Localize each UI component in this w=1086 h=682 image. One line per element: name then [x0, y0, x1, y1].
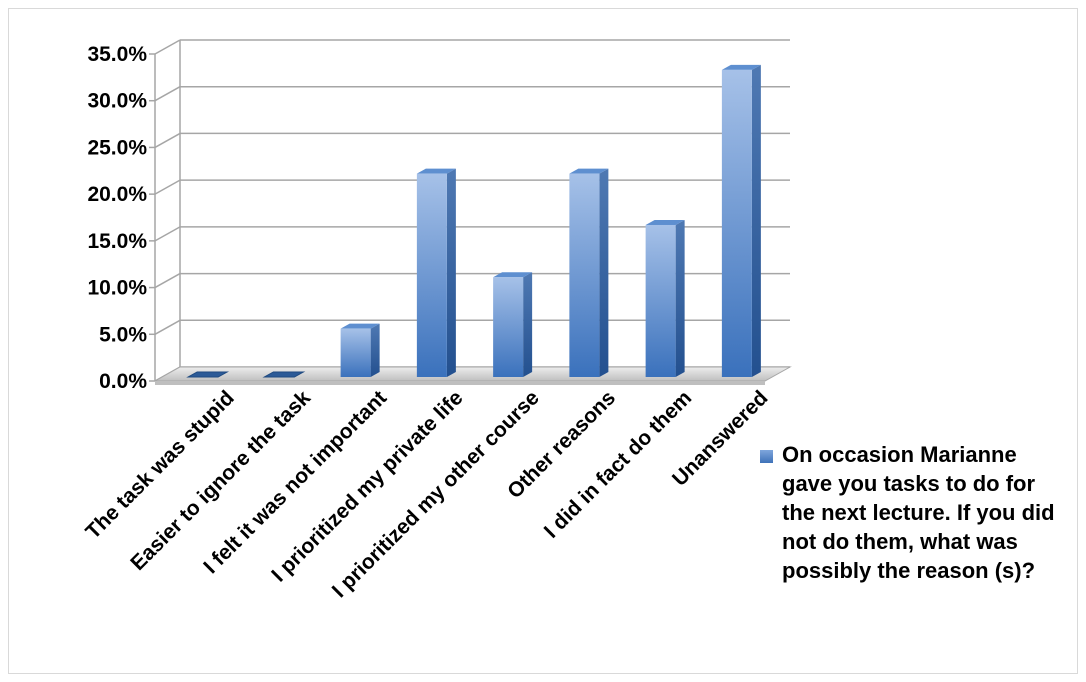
gridline-side	[154, 272, 181, 289]
bar-side	[446, 168, 456, 377]
bar-side	[599, 168, 609, 377]
floor-edge	[155, 381, 765, 385]
bar-side	[751, 64, 761, 377]
bar-top	[416, 168, 456, 174]
chart-frame	[8, 8, 1078, 674]
bar	[340, 328, 371, 377]
chart-floor	[153, 366, 792, 382]
y-tick-label: 25.0%	[87, 136, 147, 159]
gridline-side	[154, 319, 181, 335]
bar-top	[569, 168, 609, 174]
gridline-side	[154, 132, 181, 149]
bar-side	[675, 219, 685, 377]
bar-side	[523, 272, 533, 377]
bar-side	[370, 323, 380, 377]
y-tick-label: 15.0%	[87, 230, 147, 253]
x-category-label: I did in fact do them	[540, 386, 697, 543]
bar	[493, 277, 524, 377]
bar-top	[340, 323, 380, 329]
legend-swatch	[760, 450, 773, 463]
bar	[262, 371, 306, 378]
bar	[569, 173, 600, 377]
gridline-side	[154, 179, 181, 195]
bar-top	[645, 219, 685, 225]
bar	[186, 371, 230, 378]
y-tick-label: 30.0%	[87, 90, 147, 113]
gridline-side	[154, 39, 181, 55]
x-category-label: The task was stupid	[81, 386, 238, 543]
y-tick-label: 20.0%	[87, 183, 147, 206]
y-tick-label: 5.0%	[99, 323, 147, 346]
bar	[645, 224, 676, 377]
legend-label: On occasion Marianne gave you tasks to d…	[782, 442, 1055, 583]
gridline-side	[154, 226, 181, 242]
gridline-side	[154, 86, 181, 102]
bar	[416, 173, 447, 377]
y-tick-label: 35.0%	[87, 43, 147, 66]
y-tick-label: 10.0%	[87, 277, 147, 300]
bar-top	[721, 64, 761, 70]
bar-top	[493, 272, 533, 278]
y-tick-label: 0.0%	[99, 370, 147, 393]
bar	[721, 69, 752, 377]
